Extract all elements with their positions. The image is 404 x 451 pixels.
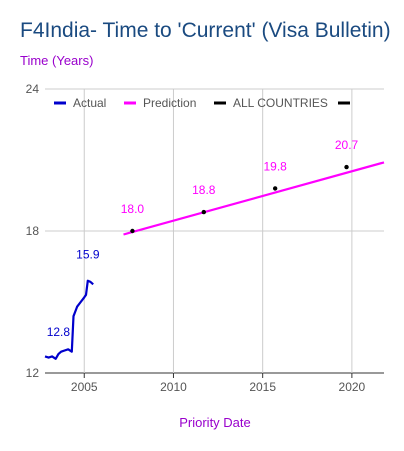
chart-title: F4India- Time to 'Current' (Visa Bulleti… (20, 19, 391, 42)
data-label: 15.9 (76, 248, 100, 262)
x-tick-label: 2005 (71, 380, 98, 394)
data-label: 20.7 (335, 138, 359, 152)
data-label: 12.8 (47, 325, 71, 339)
grid-lines (45, 88, 384, 378)
all-countries-point (272, 186, 278, 191)
x-tick-label: 2010 (160, 380, 187, 394)
all-countries-point (130, 228, 135, 234)
y-tick-label: 18 (26, 224, 40, 238)
all-countries-point (201, 209, 206, 215)
y-tick-label: 12 (26, 366, 40, 380)
x-tick-label: 2020 (339, 380, 366, 394)
actual-series-line (44, 279, 94, 360)
data-label: 19.8 (263, 159, 287, 173)
data-labels: 15.9 12.8 18.0 18.8 19.8 20.7 (47, 138, 359, 339)
legend: Actual Prediction ALL COUNTRIES (54, 96, 350, 110)
series-layer (44, 161, 385, 360)
prediction-series-line (123, 161, 385, 236)
legend-label: Actual (73, 96, 106, 110)
all-countries-point (344, 164, 349, 170)
y-axis-label: Time (Years) (20, 53, 94, 68)
x-tick-label: 2015 (249, 380, 276, 394)
legend-label: ALL COUNTRIES (233, 96, 328, 110)
y-tick-label: 24 (26, 82, 40, 96)
axes: 12 18 24 2005 2010 2015 2020 (26, 82, 366, 394)
x-axis-label: Priority Date (179, 415, 251, 430)
data-label: 18.0 (121, 202, 145, 216)
data-label: 18.8 (192, 183, 216, 197)
legend-label: Prediction (143, 96, 196, 110)
